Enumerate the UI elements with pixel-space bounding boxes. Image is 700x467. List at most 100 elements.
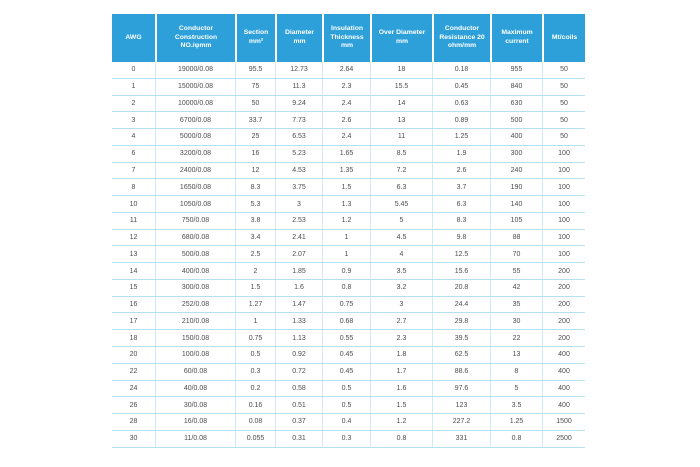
table-cell: 11/0.08 <box>155 430 235 447</box>
table-cell: 1.3 <box>322 196 370 212</box>
table-row: 16 252/0.08 1.27 1.47 0.75 3 24.4 35 200 <box>112 296 585 314</box>
table-cell: 4.5 <box>370 229 432 246</box>
table-cell: 15000/0.08 <box>155 78 235 95</box>
table-cell: 4 <box>131 133 136 141</box>
table-cell: 100 <box>542 179 585 196</box>
table-cell: 1.6 <box>275 279 322 296</box>
table-cell: 252/0.08 <box>155 296 235 313</box>
table-cell: 29.8 <box>432 313 490 330</box>
wire-spec-table: AWG Conductor Construction NO./φmm Section mm… <box>112 14 585 448</box>
table-cell: 8.3 <box>235 179 275 196</box>
table-cell: 1050/0.08 <box>155 196 235 212</box>
table-cell: 2.41 <box>275 229 322 246</box>
table-cell: 100 <box>542 229 585 246</box>
column-header-line: Thickness <box>330 33 364 41</box>
table-cell: 227.2 <box>432 414 490 430</box>
table-cell: 60/0.08 <box>155 363 235 380</box>
table-cell: 10 <box>129 200 138 208</box>
table-cell: 1.85 <box>275 263 322 279</box>
table-cell: 840 <box>490 78 542 95</box>
table-cell: 0.08 <box>235 414 275 430</box>
table-cell: 20 <box>129 351 138 359</box>
column-header-line: AWG <box>125 33 142 41</box>
table-cell: 5.45 <box>370 196 432 212</box>
table-cell: 30 <box>490 313 542 330</box>
table-cell: 3 <box>370 296 432 313</box>
table-cell: 3.2 <box>370 279 432 296</box>
table-cell: 100/0.08 <box>155 347 235 363</box>
column-header-line: Insulation <box>330 25 364 33</box>
table-cell: 3.8 <box>235 212 275 229</box>
table-row: 3 6700/0.08 33.7 7.73 2.6 13 0.89 500 50 <box>112 112 585 130</box>
column-header-line: Section <box>243 29 269 37</box>
table-cell: 16 <box>129 301 138 309</box>
table-cell: 10000/0.08 <box>155 95 235 112</box>
column-header-diameter-mm: Diameter mm <box>275 14 322 62</box>
table-cell: 1.65 <box>322 145 370 162</box>
column-header-line: NO./φmm <box>180 42 212 50</box>
table-cell: 1650/0.08 <box>155 179 235 196</box>
table-cell: 24.4 <box>432 296 490 313</box>
table-cell: 39.5 <box>432 330 490 347</box>
table-cell: 400 <box>542 347 585 363</box>
table-cell: 1.5 <box>370 397 432 414</box>
column-header-line: mm <box>395 38 409 45</box>
table-cell: 0.18 <box>432 62 490 78</box>
table-cell: 630 <box>490 95 542 112</box>
column-header-over-diameter-mm: Over Diameter mm <box>370 14 432 62</box>
table-cell: 5 <box>370 212 432 229</box>
table-cell: 70 <box>490 246 542 263</box>
table-row: 1 15000/0.08 75 11.3 2.3 15.5 0.45 840 50 <box>112 78 585 96</box>
table-cell: 123 <box>432 397 490 414</box>
table-cell: 50 <box>542 62 585 78</box>
table-cell: 50 <box>235 95 275 112</box>
table-cell: 2.07 <box>275 246 322 263</box>
table-cell: 0.055 <box>235 430 275 447</box>
table-cell: 6.3 <box>370 179 432 196</box>
table-cell: 7 <box>131 166 136 174</box>
table-cell: 62.5 <box>432 347 490 363</box>
table-cell: 400 <box>542 363 585 380</box>
table-cell: 210/0.08 <box>155 313 235 330</box>
table-cell: 0.31 <box>275 430 322 447</box>
table-cell: 88 <box>490 229 542 246</box>
table-row: 28 16/0.08 0.08 0.37 0.4 1.2 227.2 1.25 1500 <box>112 414 585 431</box>
table-cell: 1.7 <box>370 363 432 380</box>
table-cell: 0.92 <box>275 347 322 363</box>
table-cell: 6.3 <box>432 196 490 212</box>
table-cell: 26 <box>129 401 138 409</box>
column-header-line: mm <box>293 38 306 45</box>
table-cell: 13 <box>490 347 542 363</box>
table-cell: 400/0.08 <box>155 263 235 279</box>
table-cell: 0.5 <box>322 397 370 414</box>
table-cell: 22 <box>129 368 138 376</box>
table-cell: 200 <box>542 296 585 313</box>
table-cell: 6.53 <box>275 129 322 145</box>
table-cell: 12.5 <box>432 246 490 263</box>
table-cell: 14 <box>129 267 138 275</box>
table-header-row: AWG Conductor Construction NO./φmm Section mm… <box>112 14 585 62</box>
table-cell: 5.3 <box>235 196 275 212</box>
table-cell: 0.51 <box>275 397 322 414</box>
table-cell: 300 <box>490 145 542 162</box>
table-cell: 15 <box>129 284 138 292</box>
table-cell: 12.73 <box>275 62 322 78</box>
table-cell: 0.45 <box>322 363 370 380</box>
table-cell: 0.55 <box>322 330 370 347</box>
table-cell: 2.6 <box>322 112 370 129</box>
table-cell: 17 <box>129 317 138 325</box>
table-row: 7 2400/0.08 12 4.53 1.35 7.2 2.6 240 100 <box>112 162 585 180</box>
table-cell: 100 <box>542 162 585 179</box>
column-header-mt-coils: Mt/coils <box>542 14 585 62</box>
column-header-line: Diameter <box>284 29 315 37</box>
table-cell: 1.25 <box>490 414 542 430</box>
table-cell: 1.2 <box>370 414 432 430</box>
table-cell: 95.5 <box>235 62 275 78</box>
table-cell: 1 <box>131 83 136 91</box>
table-cell: 1500 <box>542 414 585 430</box>
table-cell: 150/0.08 <box>155 330 235 347</box>
table-cell: 0 <box>131 66 136 74</box>
table-cell: 1.27 <box>235 296 275 313</box>
table-cell: 15.5 <box>370 78 432 95</box>
table-cell: 0.16 <box>235 397 275 414</box>
